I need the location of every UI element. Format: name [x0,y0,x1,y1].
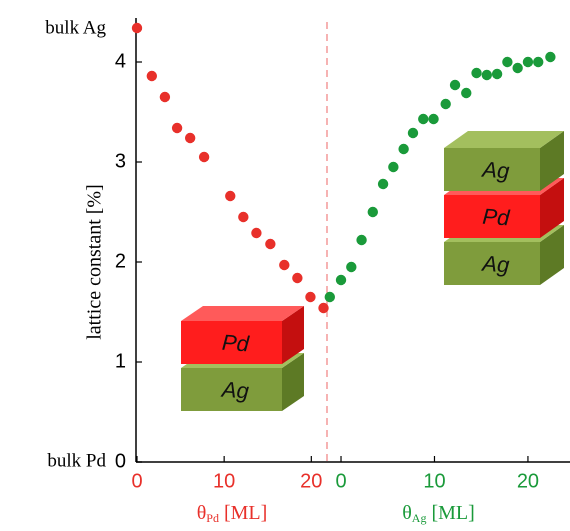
data-point [251,228,261,238]
y-tick-label: 3 [115,150,126,172]
data-point [418,114,428,124]
data-point [388,162,398,172]
chart: lattice constant [%] 0 1 2 3 4 bulk Pd bulk Ag… [0,0,570,531]
y-tick-label: 2 [115,250,126,272]
layer-label: Pd [221,330,250,357]
layer-label: Ag [480,251,511,278]
data-point [147,71,157,81]
label-unit: [ML] [224,502,267,524]
layer-label: Ag [480,157,511,184]
x-tick-label: 10 [423,470,445,492]
y-tick-label: 0 [115,450,126,472]
data-point [461,88,471,98]
data-point [132,23,142,33]
data-point [305,292,315,302]
label-unit: [ML] [431,502,474,524]
data-point [325,292,335,302]
data-point [172,123,182,133]
x-tick-label: 0 [335,470,346,492]
layer-label: Pd [482,204,511,231]
data-point [502,57,512,67]
data-point [512,63,522,73]
data-point [482,70,492,80]
data-point [492,69,502,79]
data-point [428,114,438,124]
data-point [199,152,209,162]
data-point [225,191,235,201]
data-point [440,99,450,109]
x-axis-label: θAg [ML] [402,502,475,525]
x-tick-label: 0 [131,470,142,492]
data-point [292,273,302,283]
data-point [279,260,289,270]
data-point [450,80,460,90]
data-point [523,57,533,67]
data-point [265,239,275,249]
data-point [238,212,248,222]
x-tick-label: 20 [517,470,539,492]
y-tick-label: 1 [115,350,126,372]
data-point [533,57,543,67]
y-annotation-label: bulk Pd [47,450,106,471]
data-point [471,68,481,78]
label-symbol: θ [197,502,207,524]
x-tick-label: 20 [300,470,322,492]
label-subscript: Ag [412,511,427,525]
data-point [356,235,366,245]
data-point [398,144,408,154]
data-point [336,275,346,285]
x-axis-label: θPd [ML] [197,502,268,525]
data-point [318,303,328,313]
x-tick-label: 10 [213,470,235,492]
data-point [160,92,170,102]
y-axis-label: lattice constant [%] [84,184,106,340]
y-annotation-label: bulk Ag [45,17,106,38]
data-point [378,179,388,189]
layer-label: Ag [219,377,250,404]
label-subscript: Pd [206,511,219,525]
data-point [368,207,378,217]
label-symbol: θ [402,502,412,524]
data-point [408,128,418,138]
data-point [545,52,555,62]
data-point [185,133,195,143]
data-point [346,262,356,272]
y-tick-label: 4 [115,50,126,72]
